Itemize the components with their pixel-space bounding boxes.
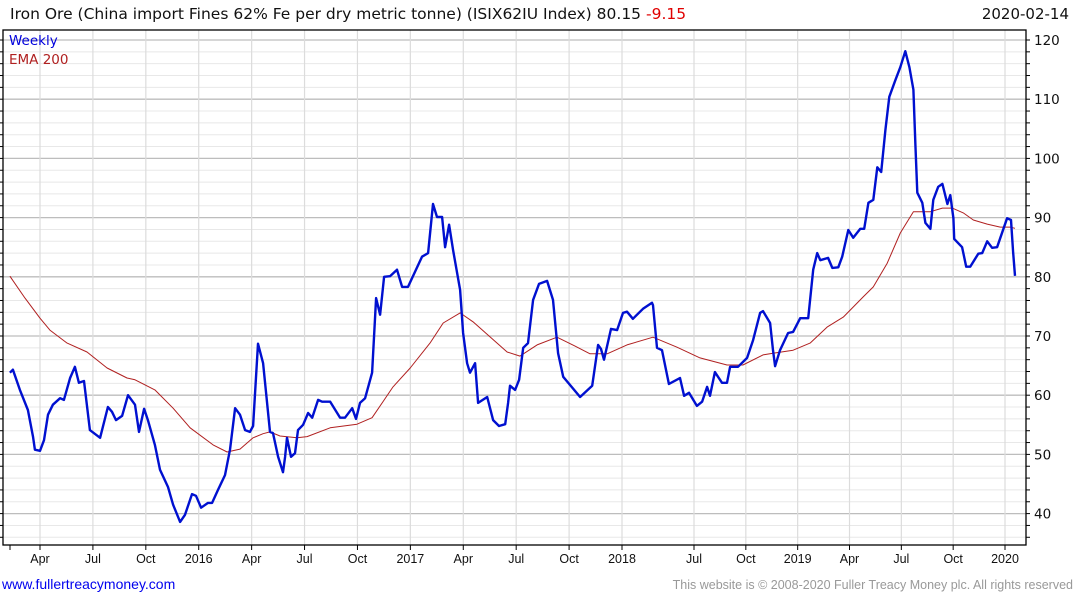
x-tick-label: Apr bbox=[30, 552, 49, 566]
title-text: Iron Ore (China import Fines 62% Fe per … bbox=[10, 5, 592, 23]
legend-weekly: Weekly bbox=[9, 33, 58, 49]
x-tick-label: Apr bbox=[840, 552, 859, 566]
y-tick-label: 70 bbox=[1034, 329, 1051, 345]
x-tick-label: 2020 bbox=[991, 552, 1019, 566]
copyright-notice: This website is © 2008-2020 Fuller Treac… bbox=[672, 578, 1073, 592]
website-link[interactable]: www.fullertreacymoney.com bbox=[2, 576, 176, 592]
x-tick-label: Oct bbox=[943, 552, 963, 566]
x-tick-label: 2018 bbox=[608, 552, 636, 566]
x-tick-label: Jul bbox=[686, 552, 702, 566]
y-tick-label: 90 bbox=[1034, 211, 1051, 227]
legend-ema-200: EMA 200 bbox=[9, 52, 68, 68]
x-tick-label: 2017 bbox=[396, 552, 424, 566]
y-tick-label: 100 bbox=[1034, 151, 1060, 167]
x-tick-label: 2019 bbox=[784, 552, 812, 566]
x-tick-label: Oct bbox=[559, 552, 579, 566]
y-tick-label: 80 bbox=[1034, 270, 1051, 286]
last-value: 80.15 bbox=[596, 5, 642, 23]
x-tick-label: Oct bbox=[736, 552, 756, 566]
x-tick-label: Oct bbox=[348, 552, 368, 566]
x-tick-label: Apr bbox=[454, 552, 473, 566]
chart-title: Iron Ore (China import Fines 62% Fe per … bbox=[10, 5, 686, 23]
ema-200-line bbox=[9, 207, 1016, 453]
chart-date: 2020-02-14 bbox=[981, 5, 1069, 23]
x-tick-label: Jul bbox=[508, 552, 524, 566]
y-tick-label: 110 bbox=[1034, 92, 1060, 108]
x-tick-label: Jul bbox=[297, 552, 313, 566]
x-tick-label: 2016 bbox=[185, 552, 213, 566]
change-value: -9.15 bbox=[645, 5, 687, 23]
x-tick-label: Apr bbox=[242, 552, 261, 566]
x-tick-label: Oct bbox=[136, 552, 156, 566]
y-tick-label: 40 bbox=[1034, 507, 1051, 523]
weekly-price-line bbox=[9, 50, 1017, 524]
x-tick-label: Jul bbox=[893, 552, 909, 566]
x-tick-label: Jul bbox=[85, 552, 101, 566]
y-tick-label: 120 bbox=[1034, 33, 1060, 49]
plot-frame bbox=[2, 29, 1027, 546]
y-tick-label: 50 bbox=[1034, 447, 1051, 463]
y-tick-label: 60 bbox=[1034, 388, 1051, 404]
